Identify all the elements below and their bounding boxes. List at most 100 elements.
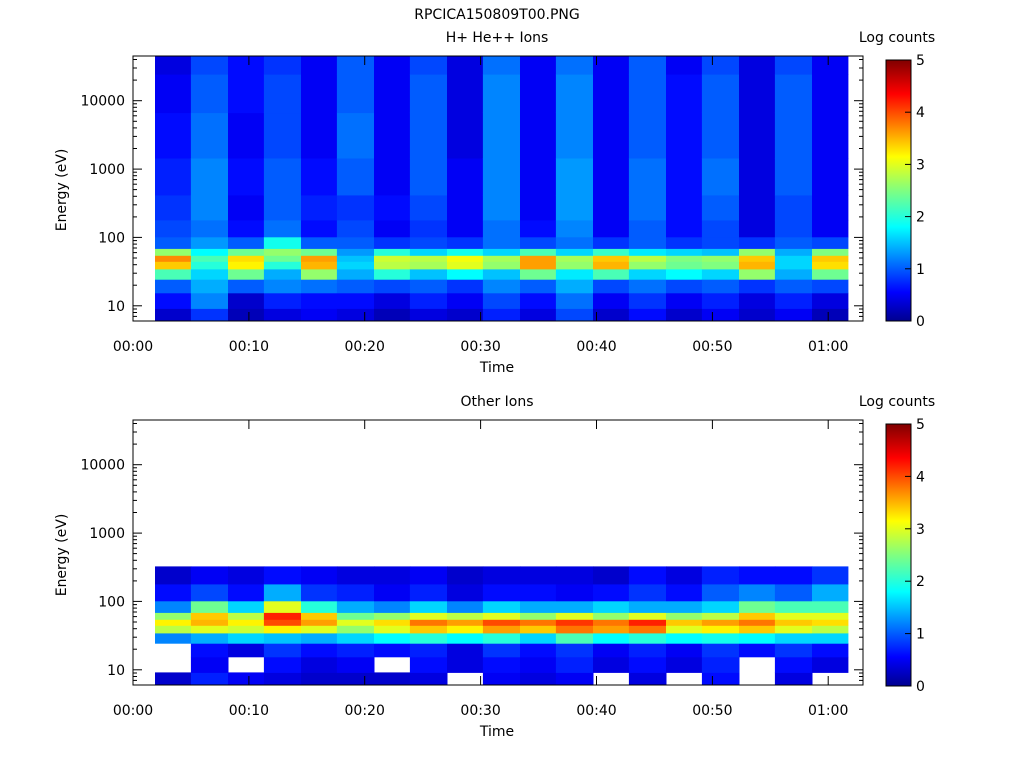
heatmap-cell: [520, 600, 557, 613]
heatmap-cell: [336, 672, 375, 686]
heatmap-cell: [409, 656, 448, 673]
heatmap-cell: [701, 619, 740, 626]
heatmap-cell: [336, 566, 375, 585]
colorbar-tick-label: 0: [916, 679, 925, 695]
heatmap-cell: [593, 619, 630, 626]
heatmap-cell: [812, 112, 849, 159]
heatmap-cell: [482, 625, 521, 634]
x-tick-label: 01:00: [808, 703, 848, 719]
heatmap-cell: [155, 56, 192, 75]
heatmap-cell: [520, 261, 557, 270]
heatmap-cell: [374, 583, 411, 602]
heatmap-cell: [374, 74, 411, 114]
heatmap-cell: [263, 292, 302, 309]
heatmap-cell: [374, 255, 411, 262]
heatmap-cell: [774, 248, 813, 256]
heatmap-cell: [812, 612, 849, 620]
heatmap-cell: [520, 656, 557, 673]
heatmap-cell: [336, 643, 375, 658]
heatmap-cell: [774, 261, 813, 270]
heatmap-cell: [774, 292, 813, 309]
heatmap-cell: [774, 625, 813, 634]
heatmap-cell: [812, 308, 849, 322]
heatmap-cell: [628, 255, 667, 262]
heatmap-cell: [228, 261, 265, 270]
heatmap-cell: [301, 219, 338, 238]
x-tick-label: 01:00: [808, 339, 848, 355]
heatmap-cell: [447, 612, 484, 620]
heatmap-cell: [812, 158, 849, 196]
heatmap-cell: [593, 112, 630, 159]
heatmap-cell: [701, 261, 740, 270]
heatmap-cell: [774, 632, 813, 644]
heatmap-cell: [555, 268, 594, 280]
heatmap-cell: [336, 619, 375, 626]
heatmap-cell: [190, 255, 229, 262]
heatmap-cell: [666, 74, 703, 114]
heatmap-cell: [628, 308, 667, 322]
heatmap-cell: [301, 612, 338, 620]
heatmap-cell: [555, 308, 594, 322]
x-axis-ticks: 00:00 00:10 00:20 00:30 00:40 00:50 01:00: [113, 56, 848, 355]
heatmap-cell: [155, 236, 192, 249]
heatmap-cell: [555, 566, 594, 585]
heatmap-cell: [190, 292, 229, 309]
heatmap-cell: [520, 612, 557, 620]
heatmap-cell: [701, 672, 740, 686]
heatmap-cell: [482, 248, 521, 256]
heatmap-cell: [628, 219, 667, 238]
heatmap-cell: [739, 632, 776, 644]
heatmap-cell: [447, 236, 484, 249]
heatmap-cell: [228, 248, 265, 256]
heatmap-cell: [520, 219, 557, 238]
heatmap-cell: [701, 112, 740, 159]
heatmap-cell: [628, 248, 667, 256]
heatmap-cell: [155, 261, 192, 270]
colorbar-ticks: 0 1 2 3 4 5: [905, 53, 925, 330]
heatmap-cell: [774, 194, 813, 221]
heatmap-cell: [666, 158, 703, 196]
heatmap-cell: [228, 600, 265, 613]
heatmap-cell: [628, 292, 667, 309]
heatmap-cell: [336, 158, 375, 196]
heatmap-cell: [409, 56, 448, 75]
x-tick-label: 00:40: [576, 339, 616, 355]
heatmap-cell: [409, 619, 448, 626]
heatmap-cell: [520, 158, 557, 196]
heatmap-cell: [628, 74, 667, 114]
heatmap-cells: [155, 56, 849, 322]
heatmap-cell: [701, 158, 740, 196]
heatmap-cell: [628, 268, 667, 280]
heatmap-cell: [409, 236, 448, 249]
heatmap-cell: [774, 279, 813, 294]
heatmap-cell: [301, 632, 338, 644]
heatmap-cell: [482, 194, 521, 221]
heatmap-cell: [447, 308, 484, 322]
heatmap-cell: [190, 158, 229, 196]
heatmap-cell: [263, 112, 302, 159]
heatmap-cell: [666, 583, 703, 602]
heatmap-cell: [812, 261, 849, 270]
x-tick-label: 00:10: [229, 703, 269, 719]
heatmap-cell: [520, 74, 557, 114]
y-tick-label: 10: [107, 299, 125, 315]
heatmap-cell: [155, 255, 192, 262]
heatmap-cell: [774, 308, 813, 322]
heatmap-cell: [555, 632, 594, 644]
heatmap-cell: [739, 268, 776, 280]
heatmap-cell: [774, 219, 813, 238]
heatmap-cell: [155, 194, 192, 221]
heatmap-cell: [701, 292, 740, 309]
heatmap-cell: [593, 308, 630, 322]
heatmap-cell: [263, 194, 302, 221]
heatmap-cell: [520, 194, 557, 221]
heatmap-cell: [482, 56, 521, 75]
heatmap-cell: [555, 672, 594, 686]
heatmap-cell: [263, 672, 302, 686]
heatmap-cell: [263, 279, 302, 294]
heatmap-cell: [301, 625, 338, 634]
heatmap-cell: [812, 583, 849, 602]
heatmap-cell: [301, 308, 338, 322]
